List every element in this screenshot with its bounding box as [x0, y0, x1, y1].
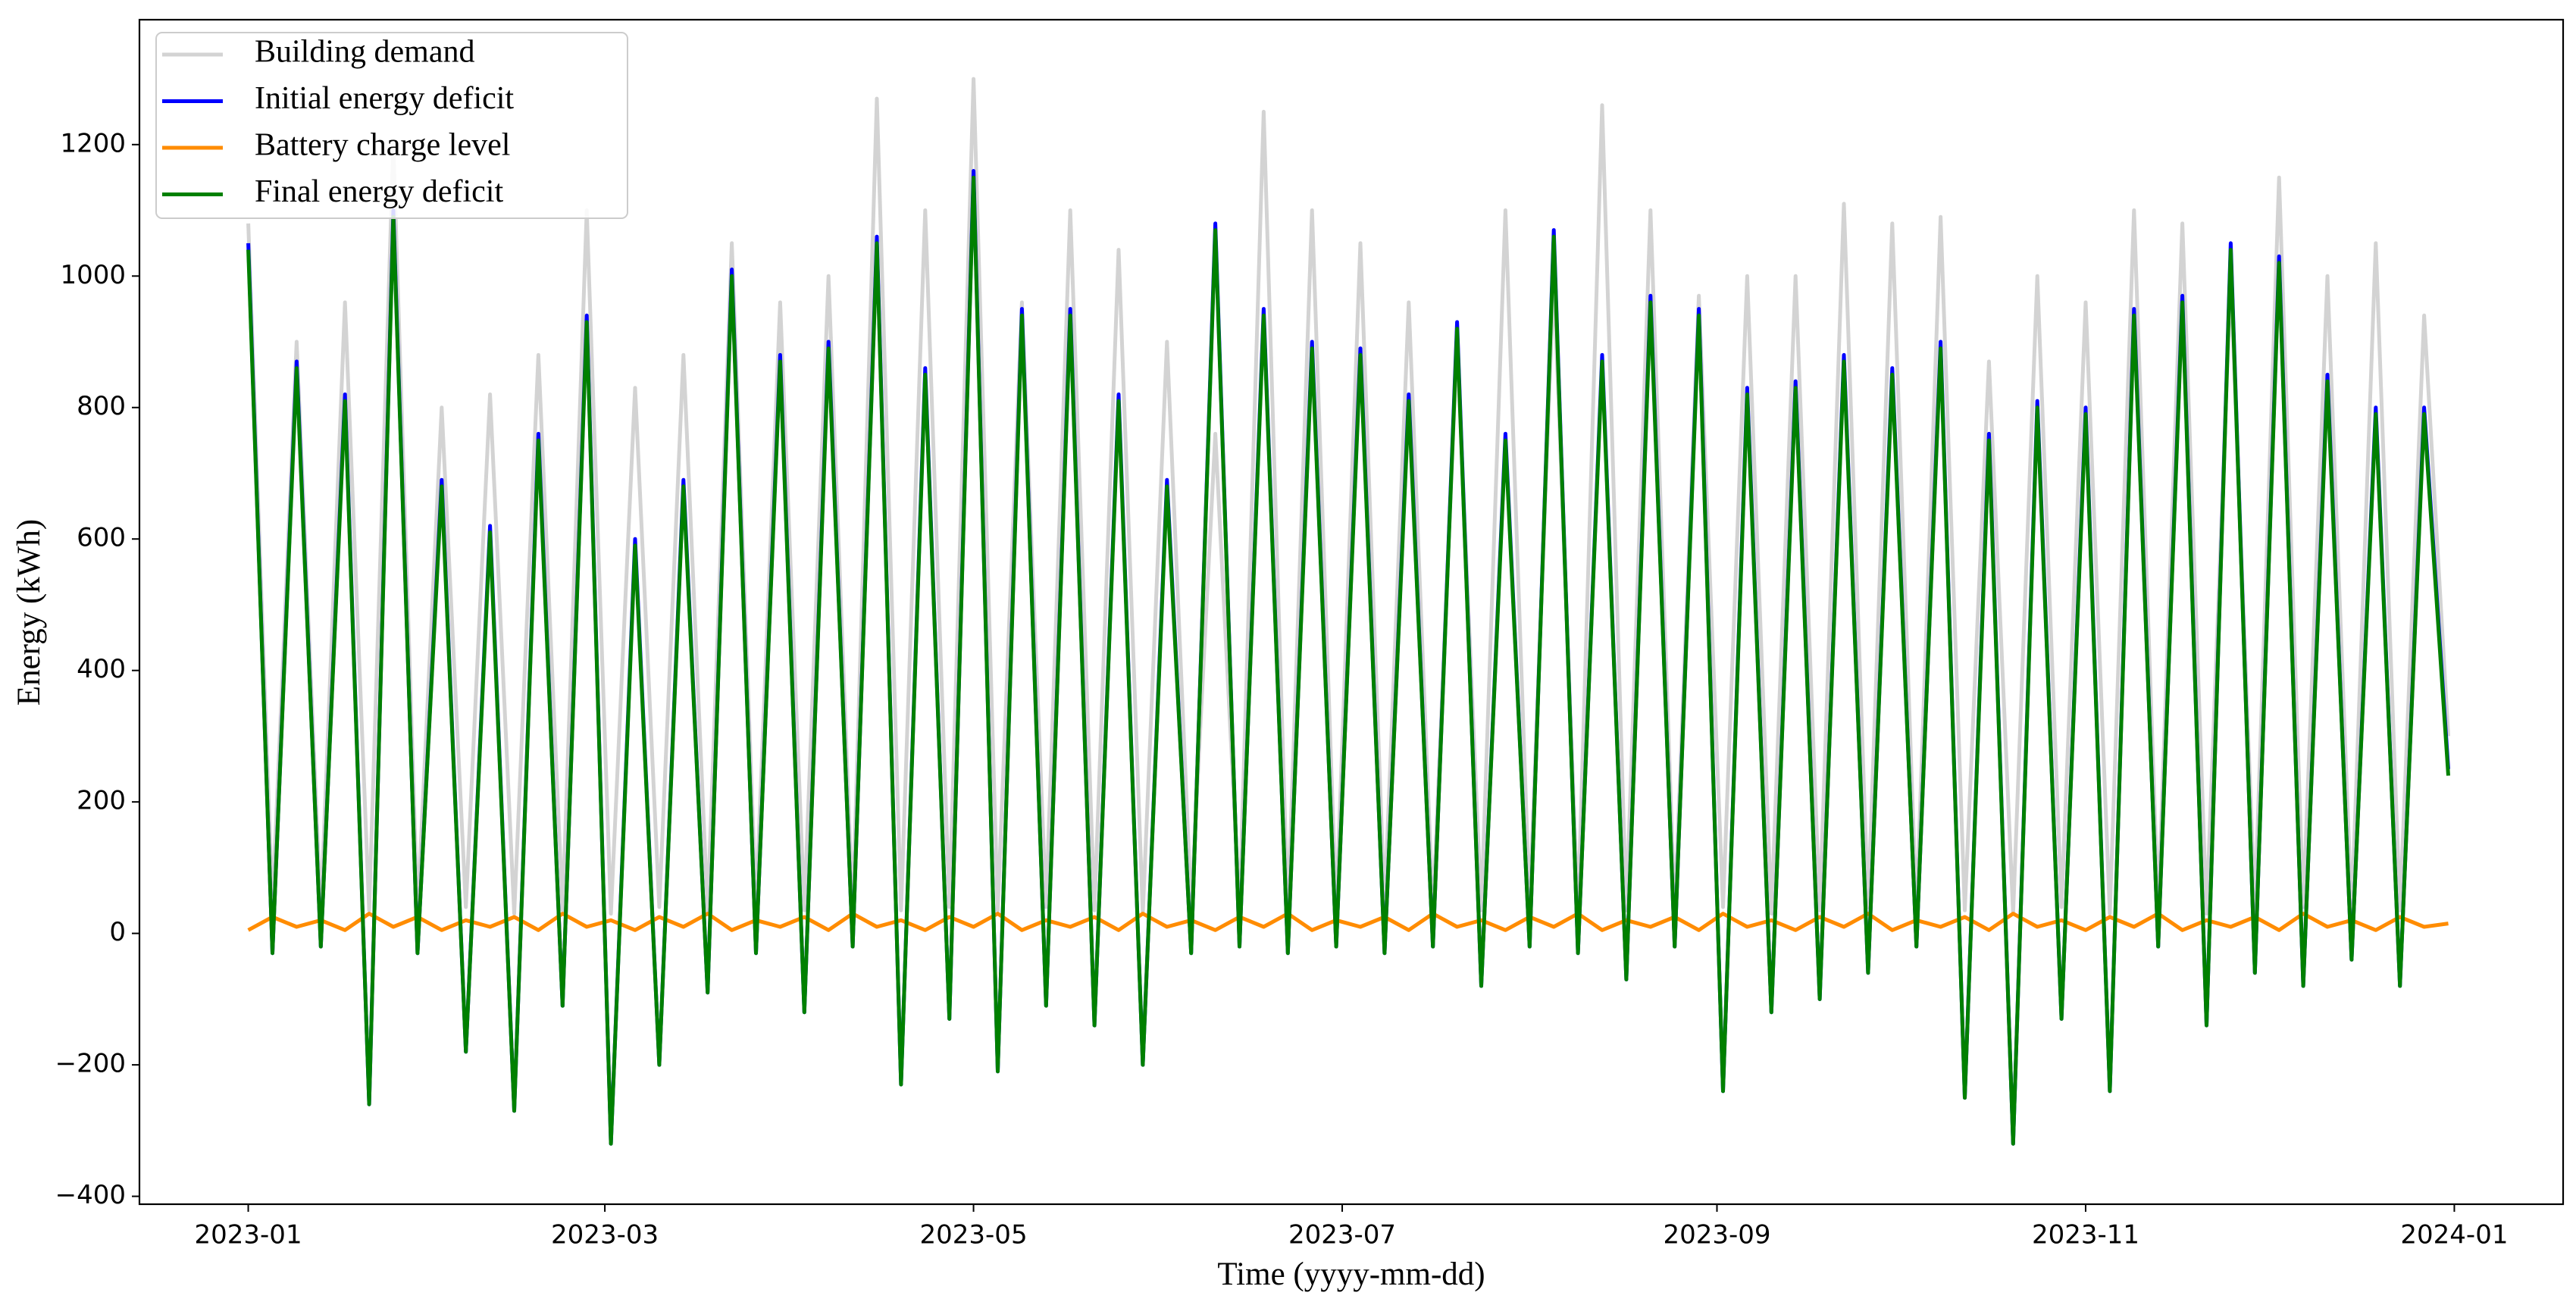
x-axis-label: Time (yyyy-mm-dd) [1217, 1256, 1485, 1292]
x-tick-label: 2024-01 [2400, 1220, 2508, 1250]
y-tick-label: 1000 [60, 260, 126, 290]
y-tick-label: 800 [77, 391, 126, 421]
x-tick-label: 2023-01 [195, 1220, 302, 1250]
y-tick-label: 600 [77, 523, 126, 553]
y-tick-label: 0 [109, 917, 126, 947]
legend-label: Building demand [255, 35, 474, 70]
y-tick-label: 400 [77, 654, 126, 684]
y-tick-label: −400 [55, 1180, 126, 1210]
x-tick-label: 2023-09 [1663, 1220, 1770, 1250]
legend-box [155, 32, 628, 219]
series-line [246, 175, 2450, 1146]
y-axis-label: Energy (kWh) [11, 519, 47, 706]
legend-label: Final energy deficit [255, 174, 503, 209]
y-tick-label: 200 [77, 786, 126, 816]
x-tick-label: 2023-11 [2032, 1220, 2139, 1250]
legend-label: Battery charge level [255, 128, 510, 163]
y-tick-label: 1200 [60, 128, 126, 158]
series-line [246, 77, 2450, 916]
plot-frame [138, 18, 2565, 1206]
x-tick-label: 2023-05 [920, 1220, 1028, 1250]
x-tick-label: 2023-03 [551, 1220, 659, 1250]
series-line [247, 912, 2449, 932]
y-tick-label: −200 [55, 1049, 126, 1079]
x-tick-label: 2023-07 [1288, 1220, 1396, 1250]
legend-label: Initial energy deficit [255, 81, 514, 116]
